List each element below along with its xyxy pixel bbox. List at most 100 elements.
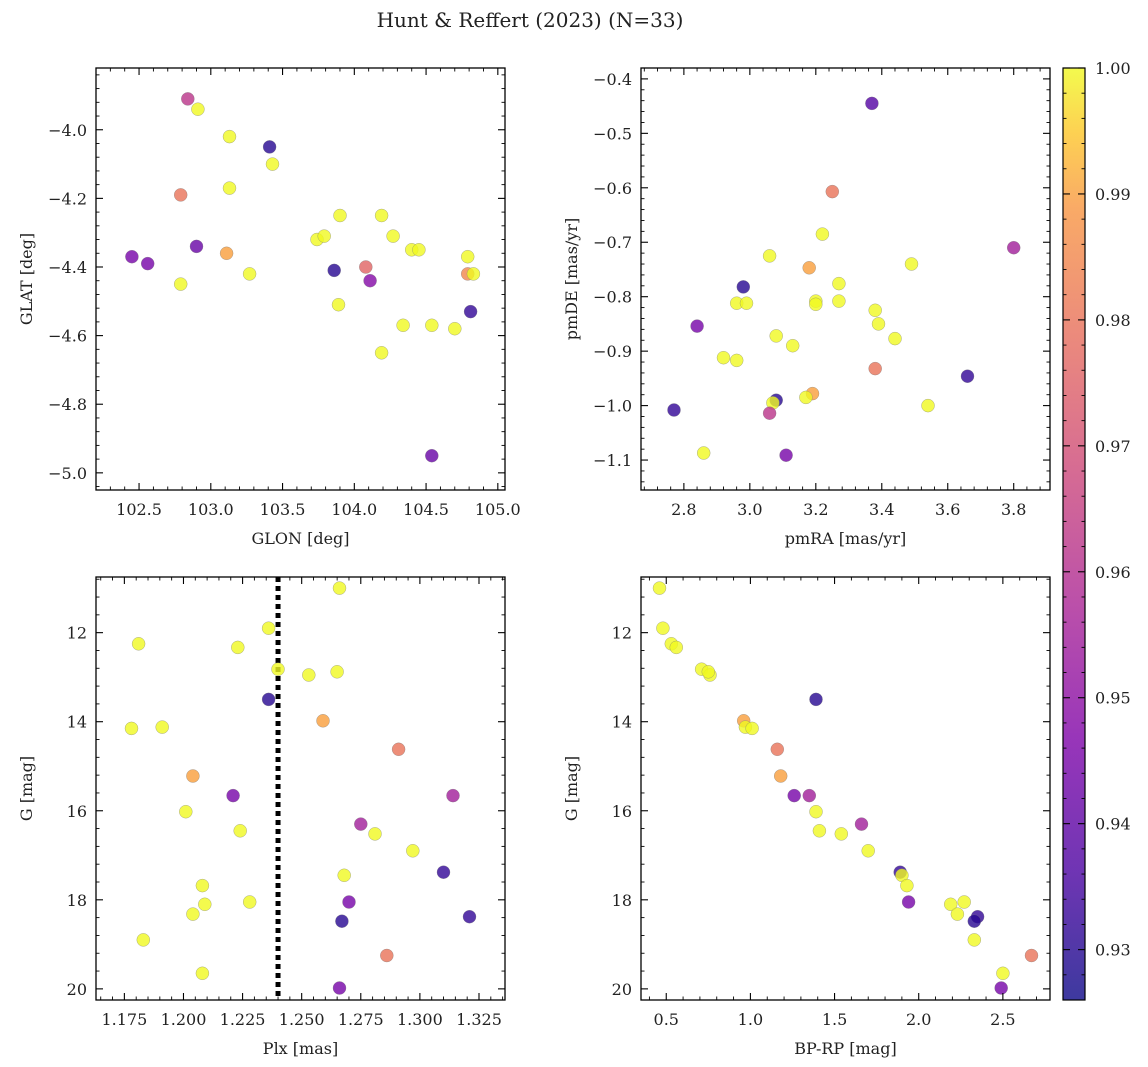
data-point xyxy=(701,665,716,679)
data-point xyxy=(354,817,368,831)
data-point xyxy=(769,329,783,343)
data-point xyxy=(391,742,406,757)
data-point xyxy=(967,933,982,947)
data-point xyxy=(1006,240,1021,255)
y-tick-label: −4.0 xyxy=(48,121,87,140)
x-axis-label: GLON [deg] xyxy=(251,529,349,548)
data-point xyxy=(834,827,849,841)
data-point xyxy=(967,914,982,928)
data-point xyxy=(773,769,788,783)
data-point xyxy=(904,257,919,271)
colorbar-tick-label: 0.96 xyxy=(1095,563,1131,582)
data-point xyxy=(669,640,684,655)
data-point xyxy=(265,157,280,171)
data-point xyxy=(815,227,830,241)
data-point xyxy=(690,319,704,333)
data-point xyxy=(729,353,744,368)
data-point xyxy=(136,933,151,947)
x-tick-label: 1.325 xyxy=(456,1010,502,1029)
data-point xyxy=(140,256,155,271)
x-tick-label: 2.5 xyxy=(990,1010,1015,1029)
x-tick-label: 2.0 xyxy=(906,1010,931,1029)
colorbar: 0.93 0.94 0.95 0.96 0.97 0.98 0.99 1.00 xyxy=(1062,59,1131,1001)
data-point xyxy=(186,769,200,783)
data-point xyxy=(219,246,234,261)
x-tick-label: 105.0 xyxy=(475,500,521,519)
x-tick-label: 1.300 xyxy=(397,1010,443,1029)
chart-panels: 102.5 103.0 103.5 104.0 104.5 105.0 −5.0 −4.8 −4… xyxy=(17,67,1051,1058)
data-point xyxy=(667,403,681,417)
colorbar-ticks: 0.93 0.94 0.95 0.96 0.97 0.98 0.99 1.00 xyxy=(1063,59,1131,1001)
data-point xyxy=(332,981,347,995)
data-point xyxy=(181,92,195,106)
data-point xyxy=(425,448,439,463)
data-point xyxy=(261,621,276,635)
x-tick-label: 103.5 xyxy=(260,500,306,519)
data-point xyxy=(189,239,204,254)
y-tick-label: −1.0 xyxy=(593,397,632,416)
x-axis-label: BP-RP [mag] xyxy=(794,1039,896,1058)
data-point xyxy=(233,824,247,838)
data-point xyxy=(868,361,882,376)
data-point xyxy=(921,398,935,413)
data-point xyxy=(868,303,882,318)
x-tick-label: 3.8 xyxy=(1001,500,1026,519)
data-point xyxy=(460,249,475,264)
data-point xyxy=(317,229,331,243)
data-point xyxy=(331,297,346,312)
y-tick-label: −0.6 xyxy=(593,179,632,198)
data-point xyxy=(957,895,971,909)
data-point xyxy=(802,788,817,803)
y-tick-label: 18 xyxy=(67,891,87,910)
colorbar-tick-label: 1.00 xyxy=(1095,59,1131,78)
data-point xyxy=(124,721,139,736)
data-point xyxy=(332,581,347,595)
data-point xyxy=(226,788,240,803)
data-point xyxy=(888,331,902,346)
y-tick-label: −0.7 xyxy=(593,233,632,252)
y-tick-label: −0.9 xyxy=(593,342,632,361)
y-tick-label: −4.6 xyxy=(48,327,87,346)
data-point xyxy=(716,350,731,365)
y-tick-label: 20 xyxy=(67,980,87,999)
data-point xyxy=(825,184,840,199)
x-tick-label: 3.0 xyxy=(737,500,762,519)
y-axis-label: G [mag] xyxy=(562,756,581,821)
data-point xyxy=(762,249,777,263)
panel-glon-glat: 102.5 103.0 103.5 104.0 104.5 105.0 −5.0 −4.8 −4… xyxy=(17,67,521,548)
data-point xyxy=(195,966,210,981)
plot-frame xyxy=(95,67,506,491)
data-point xyxy=(222,129,237,144)
data-point xyxy=(779,448,793,462)
colorbar-tick-label: 0.97 xyxy=(1095,437,1131,456)
data-point xyxy=(131,637,146,651)
data-point xyxy=(448,321,462,336)
y-tick-label: −1.1 xyxy=(593,451,632,470)
x-tick-label: 1.250 xyxy=(279,1010,325,1029)
plot-frame xyxy=(640,576,1051,1001)
y-tick-label: −0.5 xyxy=(593,124,632,143)
figure-title: Hunt & Reffert (2023) (N=33) xyxy=(377,8,684,32)
data-point xyxy=(996,966,1010,981)
y-tick-label: −4.4 xyxy=(48,258,87,277)
data-point xyxy=(396,318,410,333)
x-axis-label: Plx [mas] xyxy=(263,1039,338,1058)
colorbar-frame xyxy=(1062,67,1086,1001)
data-point xyxy=(446,788,460,803)
data-point xyxy=(333,208,347,223)
data-point xyxy=(386,229,400,243)
data-point xyxy=(374,346,389,360)
x-axis-label: pmRA [mas/yr] xyxy=(785,529,907,548)
x-tick-label: 1.175 xyxy=(101,1010,147,1029)
data-point xyxy=(900,878,914,893)
data-point xyxy=(652,581,667,595)
data-point xyxy=(374,208,389,223)
data-point xyxy=(327,263,341,278)
data-point xyxy=(179,804,193,819)
x-tick-label: 1.225 xyxy=(220,1010,266,1029)
data-point xyxy=(865,96,879,111)
y-axis-label: GLAT [deg] xyxy=(17,233,36,325)
data-point xyxy=(809,804,823,819)
x-tick-label: 102.5 xyxy=(116,500,162,519)
